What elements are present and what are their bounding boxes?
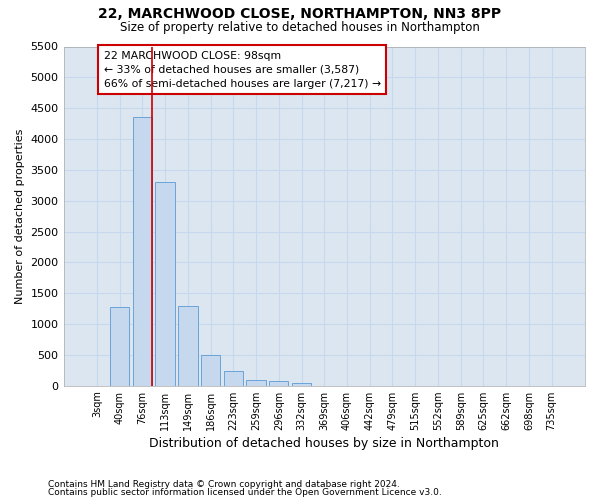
Y-axis label: Number of detached properties: Number of detached properties bbox=[15, 128, 25, 304]
Text: Size of property relative to detached houses in Northampton: Size of property relative to detached ho… bbox=[120, 21, 480, 34]
Bar bbox=[110, 308, 130, 386]
Bar bbox=[269, 382, 289, 386]
Text: 22 MARCHWOOD CLOSE: 98sqm
← 33% of detached houses are smaller (3,587)
66% of se: 22 MARCHWOOD CLOSE: 98sqm ← 33% of detac… bbox=[104, 51, 380, 89]
Bar bbox=[292, 382, 311, 386]
Text: Contains public sector information licensed under the Open Government Licence v3: Contains public sector information licen… bbox=[48, 488, 442, 497]
X-axis label: Distribution of detached houses by size in Northampton: Distribution of detached houses by size … bbox=[149, 437, 499, 450]
Bar bbox=[178, 306, 197, 386]
Bar bbox=[133, 118, 152, 386]
Bar bbox=[155, 182, 175, 386]
Text: Contains HM Land Registry data © Crown copyright and database right 2024.: Contains HM Land Registry data © Crown c… bbox=[48, 480, 400, 489]
Text: 22, MARCHWOOD CLOSE, NORTHAMPTON, NN3 8PP: 22, MARCHWOOD CLOSE, NORTHAMPTON, NN3 8P… bbox=[98, 8, 502, 22]
Bar bbox=[224, 371, 243, 386]
Bar bbox=[247, 380, 266, 386]
Bar bbox=[201, 356, 220, 386]
